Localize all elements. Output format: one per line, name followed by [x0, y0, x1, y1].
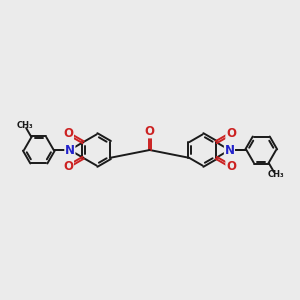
Text: O: O: [226, 127, 236, 140]
Text: O: O: [63, 160, 74, 173]
Text: N: N: [224, 143, 235, 157]
Text: O: O: [226, 160, 236, 173]
Text: CH₃: CH₃: [267, 170, 284, 179]
Text: CH₃: CH₃: [16, 121, 33, 130]
Text: N: N: [65, 143, 75, 157]
Text: O: O: [145, 125, 155, 138]
Text: O: O: [63, 127, 74, 140]
